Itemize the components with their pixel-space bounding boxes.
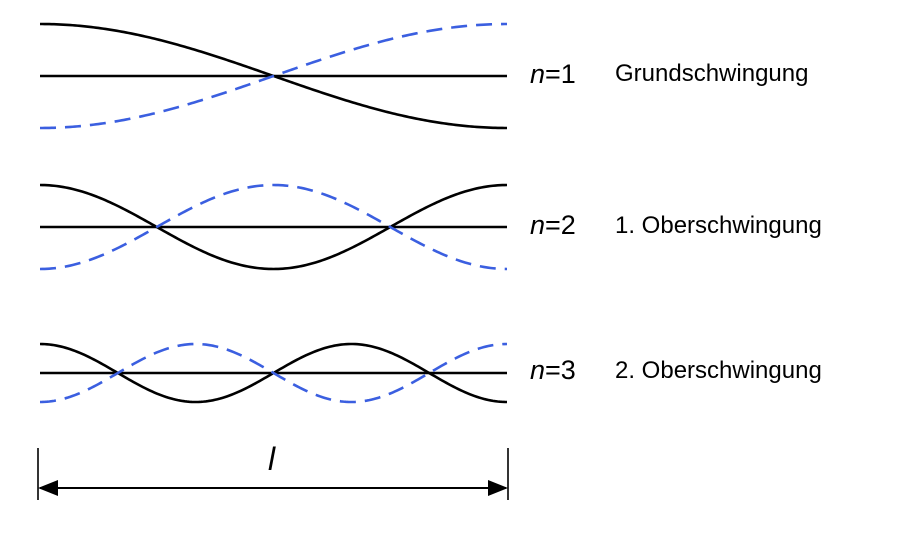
mode-3-label-var: n	[530, 355, 546, 385]
mode-1-group	[39, 22, 508, 130]
mode-2-name: 1. Oberschwingung	[615, 212, 822, 239]
mode-1-label-var: n	[530, 59, 546, 89]
length-label: l	[268, 441, 276, 477]
mode-2-group	[39, 183, 508, 271]
length-dimension	[37, 448, 509, 500]
mode-2-label-var: n	[530, 210, 546, 240]
mode-2-label-eq: =2	[545, 210, 576, 240]
mode-1-name: Grundschwingung	[615, 60, 809, 87]
mode-3-label-eq: =3	[545, 355, 576, 385]
mode-1-dashed-wave	[39, 22, 508, 130]
mode-3-group	[39, 342, 508, 404]
mode-3-name: 2. Oberschwingung	[615, 357, 822, 384]
mode-3-dashed-wave	[39, 342, 508, 404]
mode-2-label: n=2	[530, 212, 576, 239]
mode-2-solid-wave	[39, 183, 508, 271]
mode-3-label: n=3	[530, 357, 576, 384]
mode-1-label-eq: =1	[545, 59, 576, 89]
mode-2-dashed-wave	[39, 183, 508, 271]
mode-1-label: n=1	[530, 61, 576, 88]
